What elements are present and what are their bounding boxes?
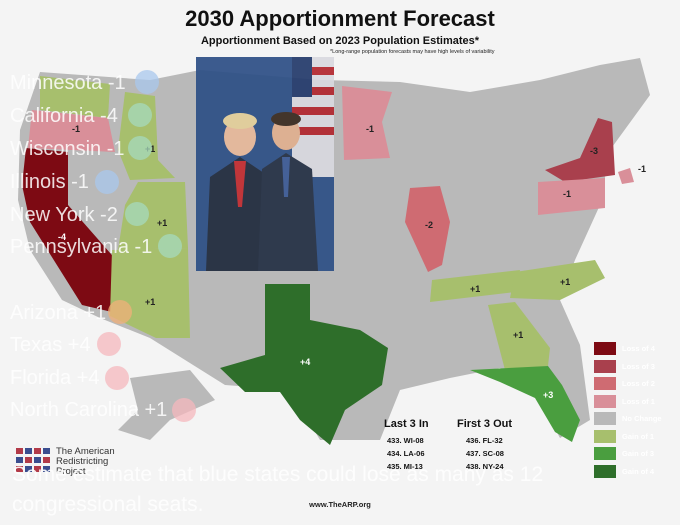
new-york-state (545, 118, 615, 182)
website-link[interactable]: www.TheARP.org (309, 500, 371, 509)
legend-item: Gain of 4 (594, 463, 662, 481)
georgia-label: +1 (513, 330, 523, 340)
legend-label: Loss of 1 (622, 396, 655, 406)
alaska-shape (118, 370, 215, 440)
overlay-item-california: California -4 (10, 105, 118, 127)
legend-label: Gain of 1 (622, 431, 655, 441)
florida-label: +3 (543, 390, 553, 400)
illinois-label: -2 (425, 220, 433, 230)
legend-label: Loss of 3 (622, 361, 655, 371)
overlay-dot-california (128, 103, 152, 127)
first-out-row: 437. SC-08 (466, 449, 504, 458)
oregon-label: -1 (72, 124, 80, 134)
last-in-row: 433. WI-08 (387, 436, 424, 445)
overlay-dot-arizona (108, 300, 132, 324)
pennsylvania-label: -1 (563, 189, 571, 199)
first-out-row: 438. NY-24 (466, 462, 504, 471)
legend-item: Gain of 1 (594, 428, 662, 446)
north-carolina-label: +1 (560, 277, 570, 287)
legend-label: Loss of 4 (622, 344, 655, 354)
overlay-dot-wisconsin (128, 136, 152, 160)
arp-name: The American Redistricting Project (56, 447, 115, 477)
last-in-title: Last 3 In (384, 418, 429, 430)
overlay-dot-pennsylvania (158, 234, 182, 258)
overlay-dot-minnesota (135, 70, 159, 94)
overlay-item-florida: Florida +4 (10, 367, 100, 389)
tennessee-state (430, 270, 520, 302)
idaho-label: +1 (157, 218, 167, 228)
overlay-item-illinois: Illinois -1 (10, 171, 89, 193)
georgia-state (488, 302, 550, 370)
legend-swatch (594, 359, 616, 373)
arp-name-line3: Project (56, 466, 86, 477)
arp-name-line2: Redistricting (56, 456, 109, 467)
legend-swatch (594, 377, 616, 391)
florida-state (470, 366, 580, 442)
legend-swatch (594, 464, 616, 478)
arp-name-line1: The American (56, 446, 115, 457)
tennessee-label: +1 (470, 284, 480, 294)
overlay-dot-new-york (125, 202, 149, 226)
arizona-label: +1 (145, 297, 155, 307)
overlay-dot-illinois (95, 170, 119, 194)
rhode-island-label: -1 (638, 164, 646, 174)
texas-state (220, 284, 388, 445)
overlay-item-new-york: New York -2 (10, 204, 118, 226)
legend-label: No Change (622, 414, 662, 424)
overlay-dot-florida (105, 366, 129, 390)
california-label: -4 (58, 232, 66, 242)
last-in-row: 434. LA-06 (387, 449, 425, 458)
legend-item: Gain of 3 (594, 445, 662, 463)
legend-item: No Change (594, 410, 662, 428)
legend-item: Loss of 4 (594, 340, 662, 358)
footnote: *Long-range population forecasts may hav… (330, 49, 495, 55)
us-landmass (18, 58, 650, 440)
overlay-item-texas: Texas +4 (10, 334, 91, 356)
legend-swatch (594, 447, 616, 461)
legend-item: Loss of 1 (594, 393, 662, 411)
north-carolina-state (510, 260, 605, 300)
legend-item: Loss of 3 (594, 358, 662, 376)
legend-label: Loss of 2 (622, 379, 655, 389)
overlay-dot-north-carolina (172, 398, 196, 422)
legend-swatch (594, 429, 616, 443)
minnesota-state (342, 86, 392, 160)
legend-swatch (594, 342, 616, 356)
overlay-item-pennsylvania: Pennsylvania -1 (10, 236, 153, 258)
new-york-label: -3 (590, 146, 598, 156)
overlay-item-minnesota: Minnesota -1 (10, 72, 126, 94)
photo-graphic (196, 57, 334, 271)
overlay-item-wisconsin: Wisconsin -1 (10, 138, 125, 160)
utah-state (118, 182, 188, 250)
rhode-island-state (618, 168, 634, 184)
photo-two-men (196, 57, 334, 271)
california-state (22, 148, 118, 312)
illinois-state (405, 186, 450, 272)
last-in-row: 435. MI-13 (387, 462, 423, 471)
first-out-title: First 3 Out (457, 418, 513, 430)
arp-branding: The American Redistricting Project (16, 447, 115, 477)
legend-label: Gain of 3 (622, 449, 655, 459)
pennsylvania-state (538, 178, 605, 215)
legend-label: Gain of 4 (622, 466, 655, 476)
minnesota-label: -1 (366, 124, 374, 134)
legend-swatch (594, 394, 616, 408)
legend-swatch (594, 412, 616, 426)
oregon-state (28, 110, 115, 152)
texas-label: +4 (300, 357, 310, 367)
legend-item: Loss of 2 (594, 375, 662, 393)
first-out-row: 436. FL-32 (466, 436, 503, 445)
overlay-caption: Some estimate that blue states could los… (12, 463, 544, 516)
page-title: 2030 Apportionment Forecast (185, 6, 495, 31)
washington-state (40, 76, 110, 118)
overlay-dot-texas (97, 332, 121, 356)
map-legend: Loss of 4 Loss of 3 Loss of 2 Loss of 1 … (594, 340, 662, 480)
overlay-item-arizona: Arizona +1 (10, 302, 107, 324)
arp-logo (16, 448, 50, 472)
overlay-item-north-carolina: North Carolina +1 (10, 399, 168, 421)
page-subtitle: Apportionment Based on 2023 Population E… (200, 35, 480, 47)
